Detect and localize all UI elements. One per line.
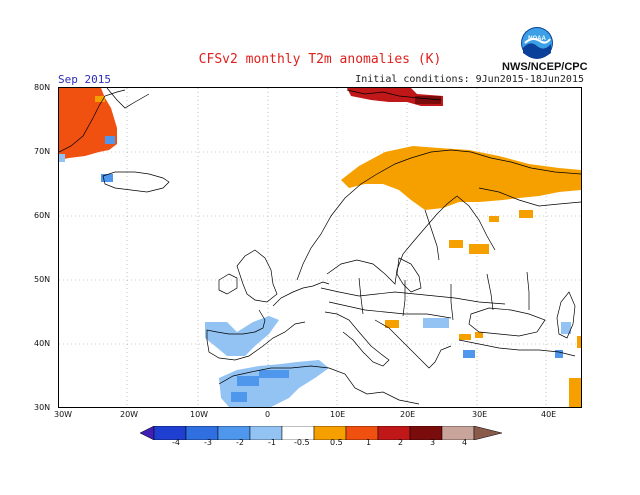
lon-label-10w: 10W	[190, 410, 209, 419]
anomaly-greenland	[59, 88, 117, 160]
colorbar-high-arrow	[473, 426, 502, 440]
colorbar-bin	[217, 426, 251, 440]
lat-label-50n: 50N	[34, 275, 51, 284]
colorbar-label: 2	[398, 438, 404, 447]
colorbar-label: -1	[268, 438, 276, 447]
lat-label-30n: 30N	[34, 403, 51, 412]
colorbar-label: 1	[366, 438, 372, 447]
map-gridlines	[59, 88, 581, 407]
colorbar-label: 0.5	[330, 438, 343, 447]
colorbar	[140, 426, 502, 440]
anomaly-map	[58, 87, 582, 408]
colorbar-label: -0.5	[294, 438, 310, 447]
lat-label-70n: 70N	[34, 147, 51, 156]
colorbar-bin	[377, 426, 411, 440]
lon-label-30e: 30E	[472, 410, 488, 419]
colorbar-bin	[153, 426, 187, 440]
anomaly-iberia	[205, 316, 279, 356]
colorbar-label: -4	[172, 438, 180, 447]
chart-title: CFSv2 monthly T2m anomalies (K)	[198, 52, 442, 67]
colorbar-label: -3	[204, 438, 212, 447]
anomaly-shading	[59, 88, 581, 407]
lat-label-60n: 60N	[34, 211, 51, 220]
anomaly-iceland	[101, 174, 113, 182]
anomaly-balkans	[423, 318, 449, 328]
forecast-month: Sep 2015	[58, 73, 111, 86]
noaa-logo: NOAA	[521, 27, 553, 59]
lon-label-30w: 30W	[54, 410, 73, 419]
colorbar-bin	[409, 426, 443, 440]
lon-label-0: 0	[265, 410, 271, 419]
coastlines	[58, 87, 582, 405]
anomaly-ukraine	[449, 240, 463, 248]
agency-label: NWS/NCEP/CPC	[502, 61, 588, 73]
colorbar-bin	[185, 426, 219, 440]
lat-label-40n: 40N	[34, 339, 51, 348]
colorbar-label: 3	[430, 438, 436, 447]
lon-label-10e: 10E	[330, 410, 346, 419]
lat-label-80n: 80N	[34, 83, 51, 92]
colorbar-bin	[345, 426, 379, 440]
initial-conditions: Initial conditions: 9Jun2015-18Jun2015	[355, 74, 584, 85]
lon-label-20e: 20E	[400, 410, 416, 419]
map-canvas	[58, 87, 582, 407]
svg-text:NOAA: NOAA	[528, 36, 546, 42]
colorbar-label: 4	[462, 438, 468, 447]
colorbar-label: -2	[236, 438, 244, 447]
colorbar-low-arrow	[140, 426, 155, 440]
lon-label-40e: 40E	[541, 410, 557, 419]
colorbar-bin	[249, 426, 283, 440]
anomaly-greenland-edge	[95, 96, 105, 102]
colorbar-bin	[441, 426, 475, 440]
lon-label-20w: 20W	[120, 410, 139, 419]
